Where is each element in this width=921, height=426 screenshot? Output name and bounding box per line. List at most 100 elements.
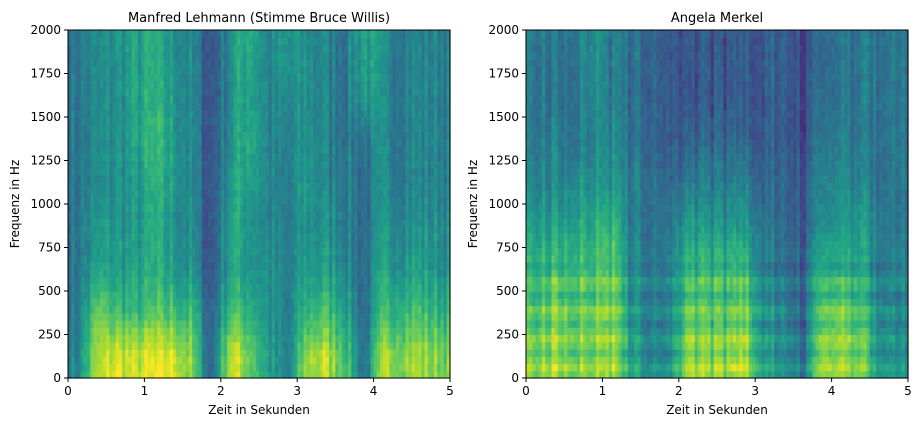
spectrogram-cell	[208, 131, 212, 140]
spectrogram-cell	[134, 341, 139, 350]
spectrogram-cell	[71, 334, 75, 343]
spectrogram-cell	[252, 66, 257, 75]
spectrogram-cell	[179, 131, 184, 140]
spectrogram-cell	[77, 349, 82, 357]
spectrogram-cell	[204, 370, 209, 379]
spectrogram-cell	[109, 298, 114, 307]
spectrogram-cell	[83, 160, 88, 169]
spectrogram-cell	[239, 189, 244, 198]
spectrogram-cell	[150, 109, 155, 118]
spectrogram-cell	[332, 88, 336, 96]
spectrogram-cell	[77, 262, 82, 270]
spectrogram-cell	[233, 225, 238, 234]
spectrogram-cell	[274, 95, 279, 104]
spectrogram-cell	[217, 109, 222, 118]
spectrogram-cell	[150, 117, 155, 125]
spectrogram-cell	[243, 305, 247, 314]
spectrogram-cell	[211, 233, 216, 241]
spectrogram-cell	[332, 262, 336, 270]
spectrogram-cell	[192, 298, 196, 307]
spectrogram-cell	[122, 44, 126, 53]
spectrogram-cell	[246, 356, 251, 365]
spectrogram-cell	[125, 66, 130, 75]
spectrogram-cell	[185, 51, 190, 60]
spectrogram-cell	[360, 66, 365, 75]
spectrogram-cell	[179, 95, 184, 104]
spectrogram-cell	[255, 349, 260, 357]
spectrogram-cell	[278, 356, 282, 365]
spectrogram-cell	[252, 262, 257, 270]
spectrogram-cell	[128, 30, 133, 38]
spectrogram-cell	[153, 80, 158, 89]
spectrogram-cell	[80, 196, 85, 205]
spectrogram-cell	[157, 218, 161, 227]
spectrogram-cell	[68, 153, 72, 162]
spectrogram-cell	[80, 327, 85, 336]
spectrogram-cell	[122, 356, 126, 365]
spectrogram-cell	[153, 124, 158, 133]
spectrogram-cell	[99, 37, 104, 46]
spectrogram-cell	[163, 211, 168, 220]
spectrogram-cell	[303, 182, 308, 191]
spectrogram-cell	[134, 363, 139, 372]
spectrogram-cell	[214, 146, 219, 154]
spectrogram-cell	[128, 95, 133, 104]
spectrogram-cell	[182, 138, 187, 147]
spectrogram-cell	[138, 189, 142, 198]
spectrogram-cell	[316, 182, 321, 191]
spectrogram-cell	[360, 167, 365, 176]
spectrogram-cell	[316, 363, 321, 372]
spectrogram-cell	[214, 334, 219, 343]
spectrogram-cell	[179, 262, 184, 270]
spectrogram-cell	[335, 218, 340, 227]
spectrogram-cell	[182, 298, 187, 307]
spectrogram-cell	[236, 363, 241, 372]
spectrogram-cell	[153, 196, 158, 205]
spectrogram-cell	[329, 196, 333, 205]
spectrogram-cell	[297, 66, 301, 75]
spectrogram-cell	[93, 305, 98, 314]
spectrogram-cell	[341, 196, 346, 205]
spectrogram-cell	[80, 262, 85, 270]
spectrogram-cell	[208, 189, 212, 198]
spectrogram-cell	[157, 305, 161, 314]
spectrogram-cell	[344, 276, 349, 285]
spectrogram-cell	[316, 153, 321, 162]
spectrogram-cell	[259, 363, 263, 372]
spectrogram-cell	[109, 218, 114, 227]
spectrogram-cell	[287, 363, 292, 372]
spectrogram-cell	[112, 349, 117, 357]
spectrogram-cell	[236, 320, 241, 328]
spectrogram-cell	[179, 117, 184, 125]
spectrogram-cell	[71, 320, 75, 328]
spectrogram-cell	[223, 247, 228, 256]
spectrogram-cell	[230, 51, 235, 60]
spectrogram-cell	[271, 88, 276, 96]
spectrogram-cell	[290, 182, 295, 191]
spectrogram-cell	[131, 327, 136, 336]
spectrogram-cell	[325, 363, 330, 372]
spectrogram-cell	[99, 276, 104, 285]
spectrogram-cell	[351, 233, 356, 241]
spectrogram-cell	[294, 298, 298, 307]
spectrogram-cell	[128, 298, 133, 307]
spectrogram-cell	[173, 298, 177, 307]
spectrogram-cell	[249, 117, 254, 125]
spectrogram-cell	[214, 349, 219, 357]
spectrogram-cell	[284, 30, 289, 38]
spectrogram-cell	[329, 66, 333, 75]
spectrogram-cell	[223, 370, 228, 379]
spectrogram-cell	[341, 167, 346, 176]
spectrogram-cell	[227, 327, 231, 336]
spectrogram-cell	[354, 349, 359, 357]
spectrogram-cell	[204, 102, 209, 111]
spectrogram-cell	[144, 117, 149, 125]
spectrogram-cell	[313, 117, 317, 125]
spectrogram-cell	[297, 124, 301, 133]
spectrogram-cell	[217, 247, 222, 256]
spectrogram-cell	[192, 189, 196, 198]
spectrogram-cell	[141, 37, 145, 46]
spectrogram-cell	[259, 211, 263, 220]
spectrogram-cell	[274, 80, 279, 89]
spectrogram-cell	[294, 218, 298, 227]
